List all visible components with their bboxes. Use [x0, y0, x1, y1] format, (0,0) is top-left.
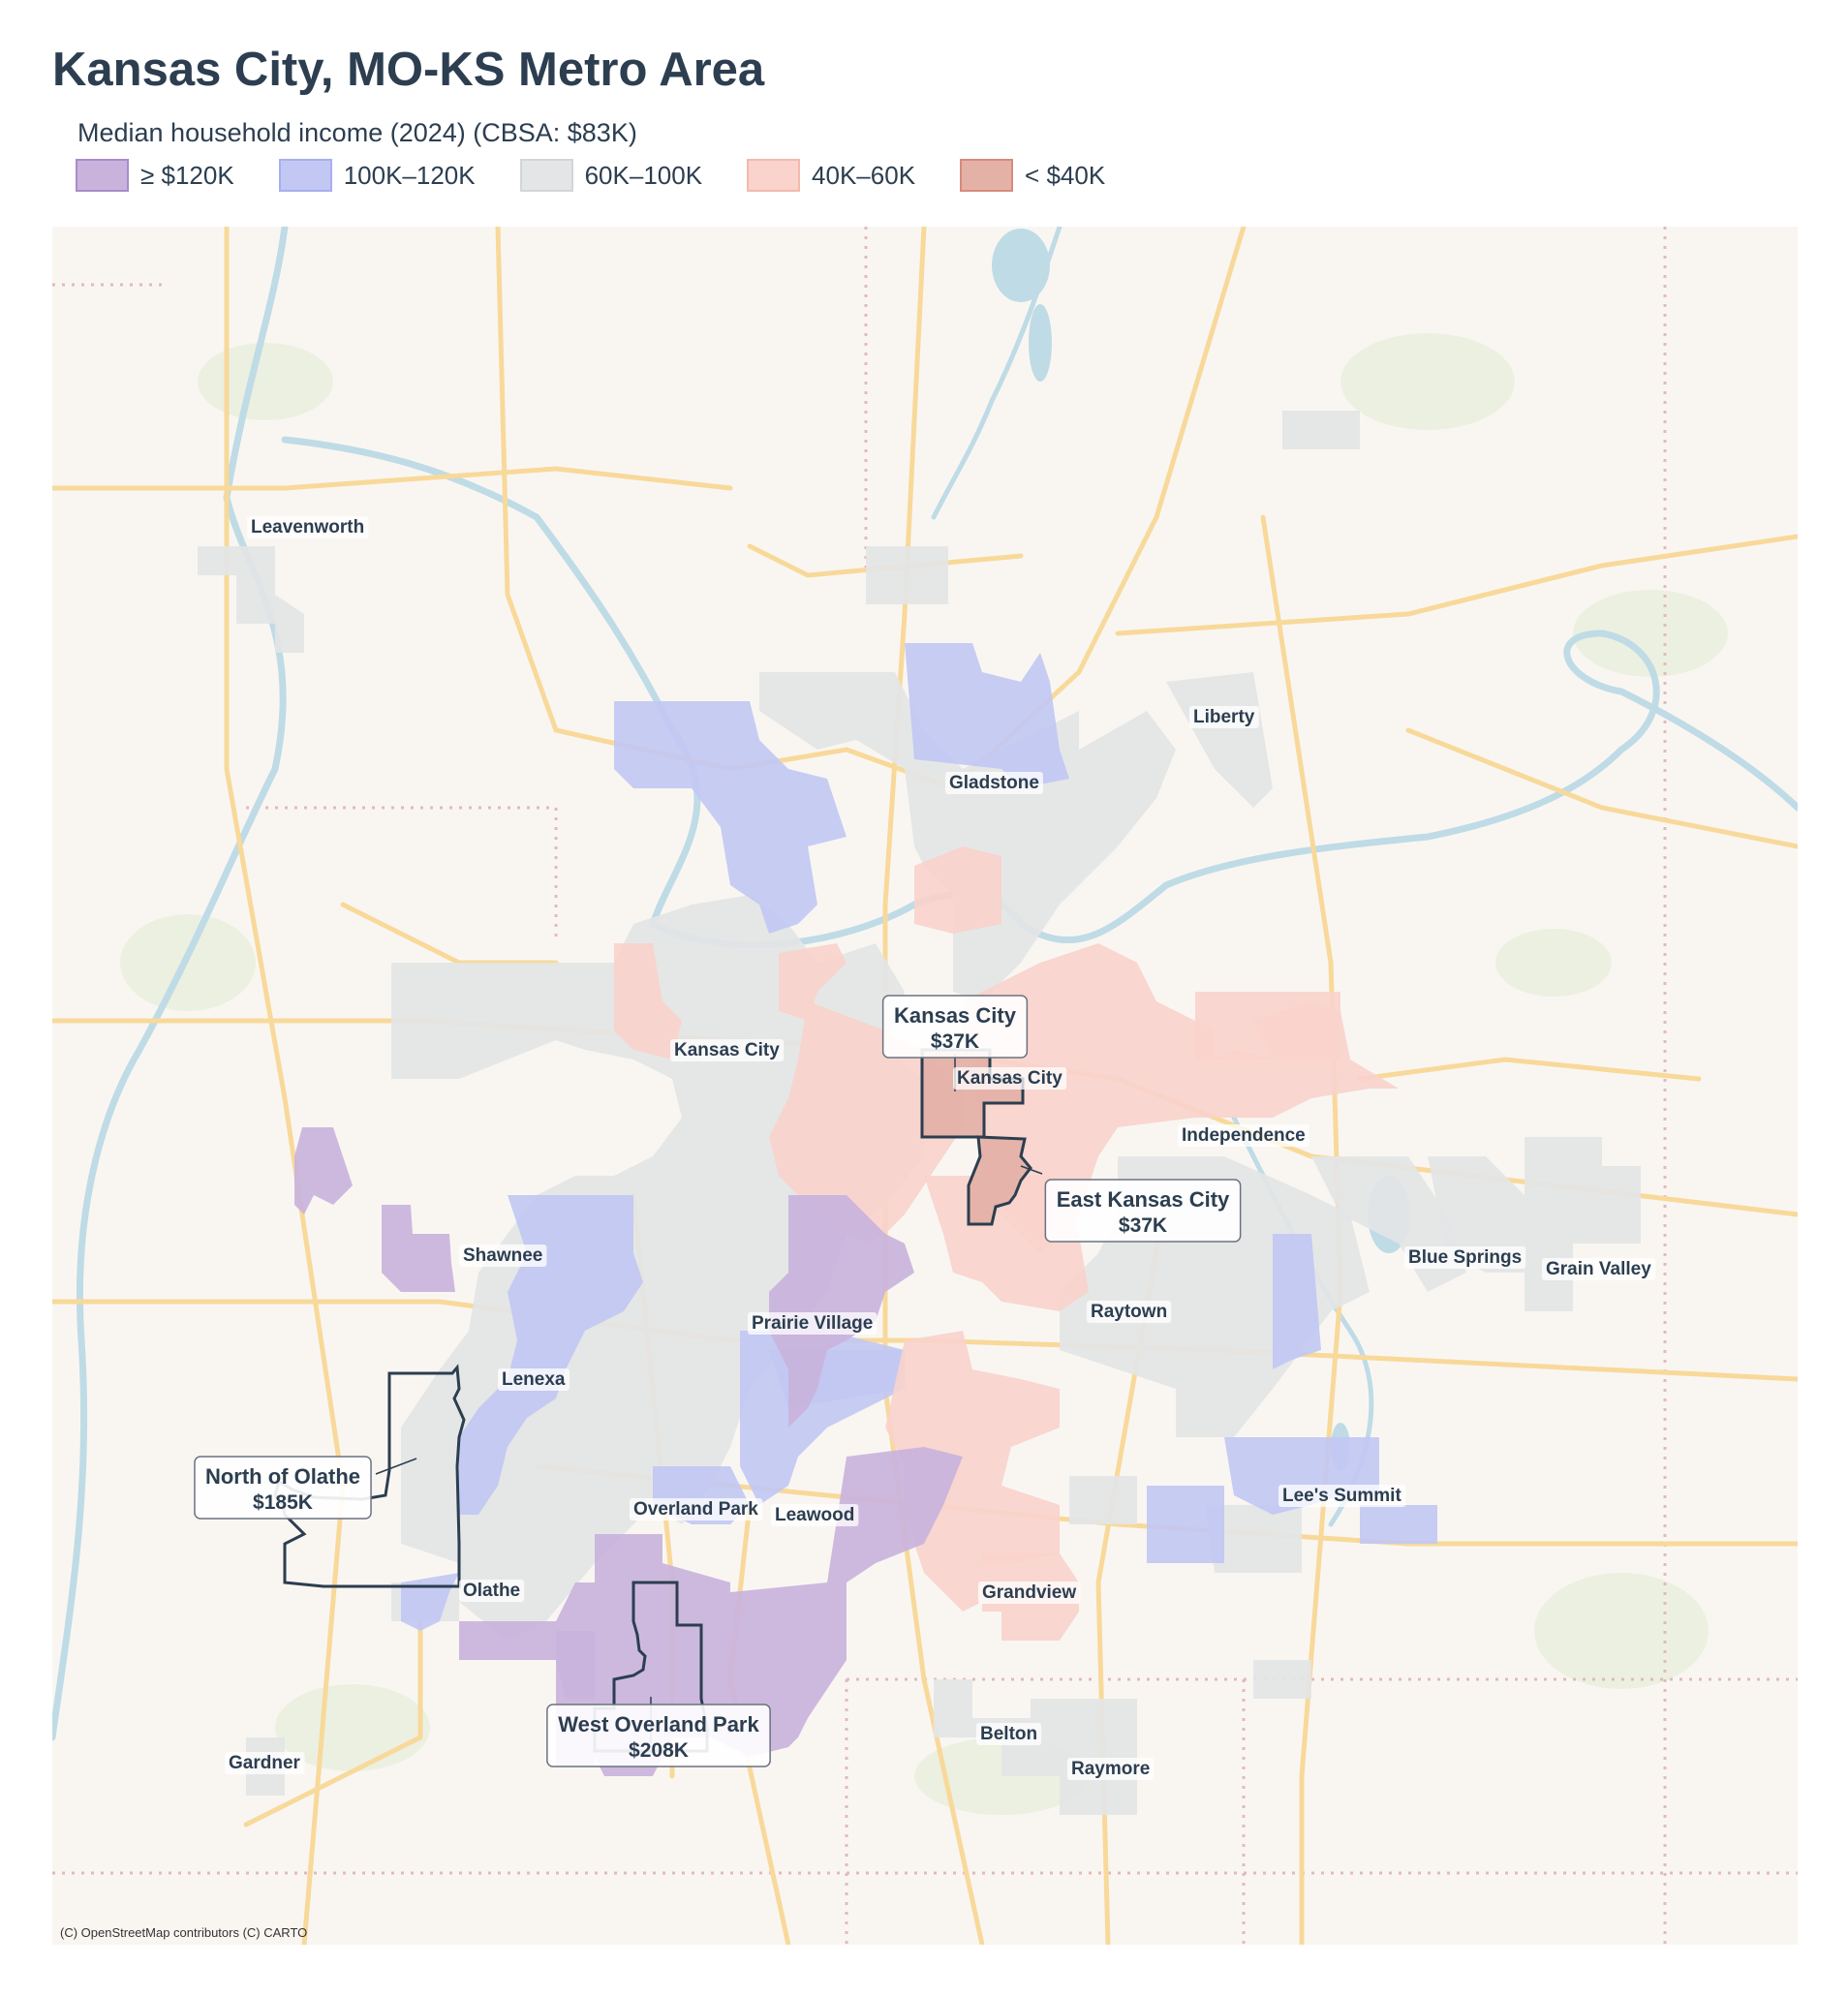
- callout-box: North of Olathe$185K: [194, 1456, 372, 1520]
- place-label: Gladstone: [945, 772, 1043, 794]
- svg-text:Olathe: Olathe: [463, 1581, 520, 1601]
- place-label: Blue Springs: [1404, 1246, 1526, 1269]
- svg-text:Overland Park: Overland Park: [633, 1499, 758, 1520]
- svg-text:Lee's Summit: Lee's Summit: [1282, 1486, 1401, 1506]
- county-lines: [52, 227, 1798, 1945]
- place-label: Liberty: [1189, 706, 1259, 728]
- kansas-city-boundary: [920, 1048, 1025, 1139]
- callout-box: East Kansas City$37K: [1044, 1179, 1242, 1243]
- svg-text:Kansas City: Kansas City: [957, 1068, 1063, 1089]
- svg-text:Liberty: Liberty: [1193, 707, 1255, 727]
- east-kansas-city-boundary: [967, 1135, 1032, 1226]
- legend-swatch: [519, 159, 573, 192]
- svg-text:Belton: Belton: [980, 1724, 1037, 1744]
- place-label: Grandview: [978, 1582, 1081, 1604]
- place-label: Lenexa: [498, 1368, 570, 1391]
- legend-swatch: [747, 159, 801, 192]
- legend-item-under-40k: < $40K: [960, 159, 1105, 192]
- place-label: Shawnee: [459, 1244, 547, 1267]
- svg-text:Kansas City: Kansas City: [674, 1040, 780, 1060]
- place-label: Olathe: [459, 1580, 525, 1602]
- place-label: Prairie Village: [748, 1312, 878, 1335]
- svg-text:Gladstone: Gladstone: [949, 773, 1039, 793]
- place-label: Leavenworth: [247, 516, 369, 538]
- place-label: Kansas City: [670, 1039, 785, 1061]
- svg-text:Blue Springs: Blue Springs: [1408, 1247, 1522, 1268]
- svg-text:Shawnee: Shawnee: [463, 1245, 542, 1266]
- callout-value: $37K: [1119, 1214, 1167, 1237]
- callout-box: Kansas City$37K: [881, 995, 1029, 1059]
- legend-label: ≥ $120K: [140, 160, 234, 190]
- income-regions-under-40k: [922, 1050, 1031, 1224]
- svg-text:Leawood: Leawood: [775, 1505, 854, 1525]
- callout-name: Kansas City: [894, 1003, 1017, 1028]
- callout-value: $185K: [253, 1491, 313, 1514]
- legend-item-100k-120k: 100K–120K: [278, 159, 476, 192]
- callout-value: $37K: [931, 1030, 979, 1053]
- svg-text:Lenexa: Lenexa: [502, 1369, 566, 1390]
- place-label: Belton: [976, 1723, 1042, 1745]
- place-label: Grain Valley: [1542, 1258, 1656, 1280]
- legend-item-120k-plus: ≥ $120K: [76, 159, 234, 192]
- map-title: Kansas City, MO-KS Metro Area: [52, 44, 765, 96]
- legend-swatch: [960, 159, 1014, 192]
- svg-text:Leavenworth: Leavenworth: [251, 517, 364, 538]
- legend-swatch: [278, 159, 332, 192]
- place-label: Gardner: [225, 1752, 305, 1774]
- legend-label: < $40K: [1025, 160, 1106, 190]
- svg-text:Grain Valley: Grain Valley: [1546, 1259, 1651, 1279]
- place-label: Kansas City: [953, 1067, 1067, 1090]
- legend-swatch: [76, 159, 129, 192]
- map-attribution: (C) OpenStreetMap contributors (C) CARTO: [60, 1925, 308, 1940]
- place-label: Raytown: [1087, 1301, 1172, 1323]
- place-label: Raymore: [1067, 1758, 1155, 1780]
- legend-label: 60K–100K: [584, 160, 703, 190]
- legend: ≥ $120K 100K–120K 60K–100K 40K–60K < $40…: [76, 159, 1150, 192]
- svg-text:Raymore: Raymore: [1071, 1759, 1150, 1779]
- callout-value: $208K: [629, 1739, 689, 1762]
- svg-text:Independence: Independence: [1182, 1125, 1306, 1146]
- legend-label: 100K–120K: [343, 160, 476, 190]
- svg-text:Gardner: Gardner: [229, 1753, 301, 1773]
- svg-text:Raytown: Raytown: [1091, 1302, 1167, 1322]
- map-canvas: Leavenworth Liberty Gladstone Kansas City Ka…: [52, 227, 1798, 1945]
- legend-item-40k-60k: 40K–60K: [747, 159, 915, 192]
- place-label: Overland Park: [630, 1498, 763, 1521]
- place-label: Independence: [1178, 1124, 1309, 1147]
- callout-name: East Kansas City: [1057, 1187, 1230, 1212]
- place-label: Leawood: [771, 1504, 859, 1526]
- callout-name: North of Olathe: [205, 1464, 360, 1489]
- svg-text:Prairie Village: Prairie Village: [752, 1313, 873, 1334]
- svg-text:Grandview: Grandview: [982, 1582, 1076, 1603]
- place-label: Lee's Summit: [1278, 1485, 1406, 1507]
- callout-name: West Overland Park: [558, 1712, 759, 1736]
- callout-box: West Overland Park $208K: [546, 1704, 771, 1767]
- income-regions-60k-100k: [198, 411, 1641, 1815]
- legend-label: 40K–60K: [812, 160, 916, 190]
- legend-title: Median household income (2024) (CBSA: $8…: [77, 118, 637, 147]
- legend-item-60k-100k: 60K–100K: [519, 159, 703, 192]
